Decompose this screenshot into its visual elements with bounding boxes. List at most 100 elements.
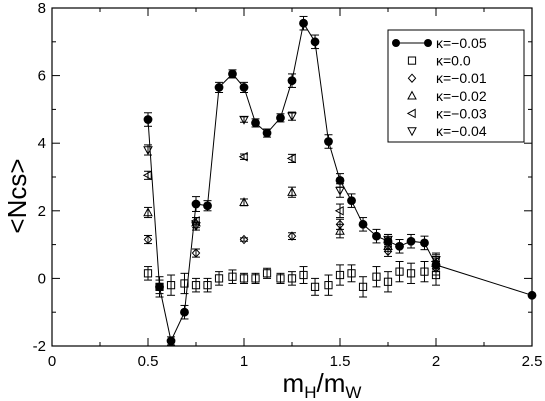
data-point xyxy=(228,69,237,79)
x-title-sub1: H xyxy=(304,383,316,401)
data-point xyxy=(287,76,297,86)
data-point xyxy=(276,274,285,283)
legend: κ=−0.05 κ=0.0κ=−0.01 κ=−0.02κ=−0.03 κ=−0.04 xyxy=(387,29,525,143)
legend-marker xyxy=(407,73,417,83)
data-point xyxy=(287,112,297,122)
series-5 xyxy=(143,111,441,268)
x-tick-label: 1.5 xyxy=(330,353,351,370)
data-point xyxy=(324,137,333,146)
data-point xyxy=(335,270,345,280)
legend-label: κ=−0.03 xyxy=(436,105,487,121)
data-point xyxy=(334,205,344,216)
data-point xyxy=(383,277,393,286)
y-tick-label: 0 xyxy=(38,270,46,287)
data-point xyxy=(180,307,189,317)
data-point xyxy=(191,281,201,290)
data-point xyxy=(395,267,404,276)
data-point xyxy=(143,269,153,278)
x-tick-label: 2 xyxy=(432,353,440,370)
legend-label: κ=−0.04 xyxy=(436,123,487,139)
data-point xyxy=(358,282,368,291)
y-axis-title: <Ncs> xyxy=(2,158,32,233)
data-point xyxy=(180,279,189,288)
data-point xyxy=(347,269,356,278)
data-point xyxy=(420,238,429,248)
legend-marker xyxy=(407,127,417,137)
data-point xyxy=(372,231,381,241)
x-tick-label: 0 xyxy=(48,353,56,370)
y-tick-label: 6 xyxy=(38,68,46,85)
data-point xyxy=(214,83,224,92)
x-tick-label: 1 xyxy=(240,353,248,370)
data-point xyxy=(262,269,272,278)
data-point xyxy=(143,234,153,245)
data-point xyxy=(143,115,153,124)
y-tick-label: 2 xyxy=(38,203,46,220)
legend-marker xyxy=(406,108,416,119)
data-point xyxy=(238,151,248,162)
data-point xyxy=(287,231,297,241)
legend-label: κ=−0.02 xyxy=(436,88,487,104)
legend-label: κ=−0.01 xyxy=(436,70,487,86)
data-point xyxy=(155,282,164,291)
data-point xyxy=(239,234,249,245)
data-point xyxy=(383,235,393,245)
data-point xyxy=(406,269,416,278)
legend-marker xyxy=(407,90,417,100)
data-point xyxy=(239,197,249,207)
data-point xyxy=(383,246,393,257)
legend-marker xyxy=(424,39,432,47)
data-point xyxy=(143,146,153,156)
legend-label: κ=0.0 xyxy=(436,53,471,69)
series-4 xyxy=(142,151,440,269)
series-3 xyxy=(143,186,441,271)
x-title-sep: /m xyxy=(317,368,346,398)
data-point xyxy=(324,281,333,290)
data-point xyxy=(286,153,296,164)
data-point xyxy=(310,37,320,47)
data-point xyxy=(420,267,429,276)
data-point xyxy=(191,199,201,209)
data-point xyxy=(287,274,297,283)
data-point xyxy=(299,270,308,280)
data-point xyxy=(335,225,345,235)
data-point xyxy=(287,186,297,196)
data-point xyxy=(335,186,345,196)
axis-titles: <Ncs> mH/mW xyxy=(2,158,361,401)
data-point xyxy=(262,128,272,138)
data-point xyxy=(191,248,201,258)
data-point xyxy=(251,118,260,128)
data-point xyxy=(431,256,441,266)
x-tick-label: 0.5 xyxy=(138,353,159,370)
data-point xyxy=(239,274,249,283)
legend-label: κ=−0.05 xyxy=(436,35,487,51)
data-point xyxy=(239,115,249,125)
data-point xyxy=(191,222,201,232)
x-title-sub2: W xyxy=(345,383,361,401)
data-series xyxy=(142,15,537,346)
data-point xyxy=(203,281,212,290)
x-title-main: m xyxy=(283,368,305,398)
y-tick-label: 4 xyxy=(38,135,46,152)
legend-box xyxy=(387,29,525,143)
data-point xyxy=(166,336,176,346)
data-point xyxy=(335,175,345,185)
data-point xyxy=(214,274,224,283)
data-point xyxy=(276,113,285,123)
x-tick-label: 2.5 xyxy=(522,353,543,370)
data-point xyxy=(372,272,381,281)
data-point xyxy=(406,236,416,246)
y-tick-label: -2 xyxy=(33,338,46,355)
data-point xyxy=(251,274,260,283)
data-point xyxy=(166,281,176,290)
legend-marker xyxy=(407,56,417,65)
data-point xyxy=(527,290,537,300)
data-point xyxy=(143,207,153,217)
series-0 xyxy=(143,15,537,346)
data-point xyxy=(395,241,404,251)
data-point xyxy=(203,201,212,211)
data-point xyxy=(228,272,237,281)
